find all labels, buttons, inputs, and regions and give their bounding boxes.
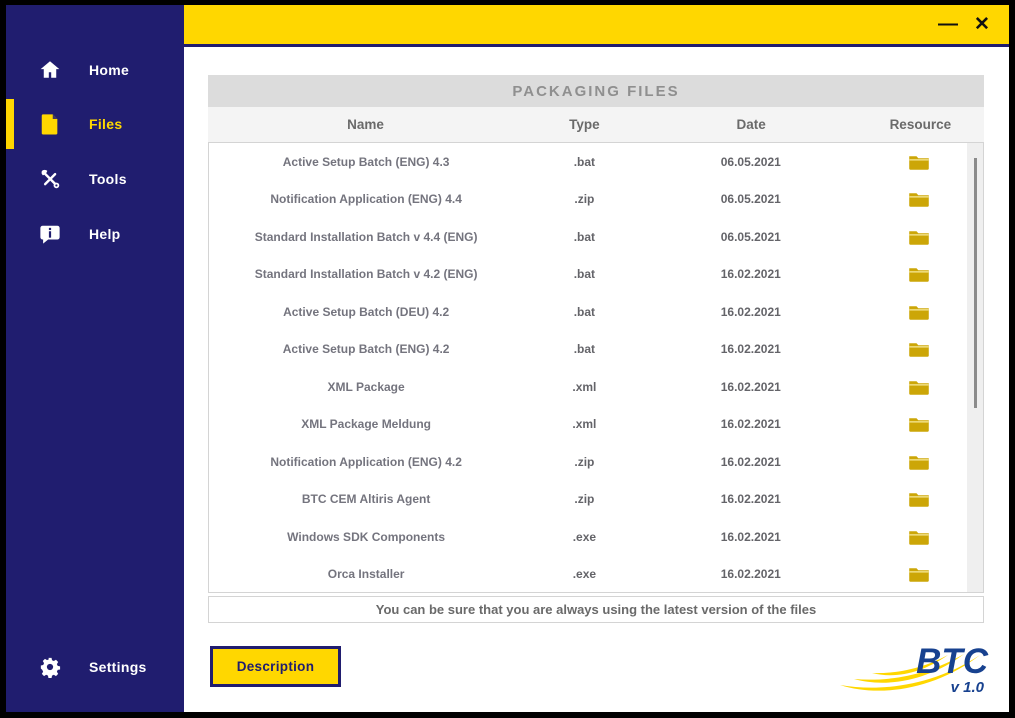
sidebar-item-label: Home	[89, 62, 130, 78]
table-row[interactable]: Active Setup Batch (ENG) 4.3 .bat 06.05.…	[209, 143, 983, 181]
logo-version-text: v 1.0	[951, 679, 985, 696]
scrollbar[interactable]	[967, 143, 983, 592]
table-row[interactable]: BTC CEM Altiris Agent .zip 16.02.2021	[209, 481, 983, 519]
sidebar-item-tools[interactable]: Tools	[6, 157, 184, 201]
minimize-button[interactable]: —	[938, 13, 958, 35]
file-name: Notification Application (ENG) 4.2	[270, 454, 462, 469]
file-name: Active Setup Batch (ENG) 4.3	[282, 154, 450, 169]
file-name: Active Setup Batch (DEU) 4.2	[283, 304, 450, 319]
file-date: 16.02.2021	[720, 454, 781, 469]
sidebar-item-home[interactable]: Home	[6, 48, 184, 92]
file-name: XML Package	[327, 379, 405, 394]
sidebar-item-label: Help	[89, 226, 121, 242]
footer-note: You can be sure that you are always usin…	[208, 596, 984, 623]
sidebar-item-label: Tools	[89, 171, 127, 187]
gear-icon	[39, 656, 61, 678]
table-row[interactable]: Active Setup Batch (ENG) 4.2 .bat 16.02.…	[209, 331, 983, 369]
file-date: 06.05.2021	[720, 154, 781, 169]
file-name: Standard Installation Batch v 4.4 (ENG)	[254, 229, 478, 244]
folder-icon[interactable]	[908, 341, 930, 357]
panel-title: PACKAGING FILES	[208, 75, 984, 107]
packaging-files-panel: PACKAGING FILES Name Type Date Resource …	[208, 75, 984, 593]
scrollbar-thumb[interactable]	[974, 158, 977, 408]
file-date: 16.02.2021	[720, 304, 781, 319]
folder-icon[interactable]	[908, 191, 930, 207]
titlebar: — ✕	[184, 5, 1009, 44]
titlebar-divider	[184, 44, 1009, 47]
sidebar: Home Files Tools	[6, 5, 184, 712]
folder-icon[interactable]	[908, 154, 930, 170]
folder-icon[interactable]	[908, 266, 930, 282]
file-date: 16.02.2021	[720, 492, 781, 507]
sidebar-item-files[interactable]: Files	[6, 102, 184, 146]
file-date: 16.02.2021	[720, 267, 781, 282]
file-name: Orca Installer	[327, 567, 405, 582]
file-type: .zip	[574, 492, 595, 507]
folder-icon[interactable]	[908, 454, 930, 470]
folder-icon[interactable]	[908, 416, 930, 432]
column-header-type: Type	[569, 117, 600, 132]
table-row[interactable]: Notification Application (ENG) 4.4 .zip …	[209, 181, 983, 219]
btc-logo: BTC v 1.0	[836, 637, 996, 701]
column-header-resource: Resource	[889, 117, 952, 132]
table-body: Active Setup Batch (ENG) 4.3 .bat 06.05.…	[208, 142, 984, 593]
folder-icon[interactable]	[908, 566, 930, 582]
tools-icon	[39, 168, 61, 190]
folder-icon[interactable]	[908, 379, 930, 395]
file-icon	[39, 113, 61, 135]
file-date: 16.02.2021	[720, 567, 781, 582]
sidebar-item-settings[interactable]: Settings	[6, 645, 184, 689]
file-name: Active Setup Batch (ENG) 4.2	[282, 342, 450, 357]
sidebar-item-help[interactable]: Help	[6, 212, 184, 256]
home-icon	[39, 59, 61, 81]
file-date: 16.02.2021	[720, 342, 781, 357]
column-header-name: Name	[347, 117, 384, 132]
file-type: .xml	[572, 417, 597, 432]
file-type: .zip	[574, 454, 595, 469]
file-type: .zip	[574, 192, 595, 207]
table-header: Name Type Date Resource	[208, 107, 984, 142]
table-row[interactable]: Active Setup Batch (DEU) 4.2 .bat 16.02.…	[209, 293, 983, 331]
table-row[interactable]: Standard Installation Batch v 4.4 (ENG) …	[209, 218, 983, 256]
sidebar-item-label: Settings	[89, 659, 147, 675]
table-row[interactable]: Standard Installation Batch v 4.2 (ENG) …	[209, 256, 983, 294]
file-name: Notification Application (ENG) 4.4	[270, 192, 462, 207]
description-button[interactable]: Description	[210, 646, 341, 687]
folder-icon[interactable]	[908, 304, 930, 320]
file-type: .bat	[573, 267, 596, 282]
table-row[interactable]: Notification Application (ENG) 4.2 .zip …	[209, 443, 983, 481]
file-name: Windows SDK Components	[287, 529, 446, 544]
table-row[interactable]: XML Package .xml 16.02.2021	[209, 368, 983, 406]
file-name: Standard Installation Batch v 4.2 (ENG)	[254, 267, 478, 282]
file-type: .bat	[573, 304, 596, 319]
folder-icon[interactable]	[908, 491, 930, 507]
folder-icon[interactable]	[908, 529, 930, 545]
close-button[interactable]: ✕	[974, 14, 990, 35]
column-header-date: Date	[736, 117, 766, 132]
table-row[interactable]: XML Package Meldung .xml 16.02.2021	[209, 406, 983, 444]
file-name: XML Package Meldung	[301, 417, 432, 432]
file-type: .bat	[573, 154, 596, 169]
sidebar-item-label: Files	[89, 116, 123, 132]
logo-brand-text: BTC	[916, 642, 989, 681]
folder-icon[interactable]	[908, 229, 930, 245]
table-row[interactable]: Orca Installer .exe 16.02.2021	[209, 556, 983, 593]
file-type: .xml	[572, 379, 597, 394]
file-date: 06.05.2021	[720, 229, 781, 244]
file-type: .bat	[573, 342, 596, 357]
active-item-indicator	[6, 99, 14, 149]
file-date: 16.02.2021	[720, 417, 781, 432]
main-content: PACKAGING FILES Name Type Date Resource …	[184, 47, 1009, 712]
help-icon	[39, 223, 61, 245]
file-type: .exe	[572, 529, 597, 544]
file-date: 16.02.2021	[720, 529, 781, 544]
file-name: BTC CEM Altiris Agent	[301, 492, 431, 507]
file-date: 06.05.2021	[720, 192, 781, 207]
file-type: .bat	[573, 229, 596, 244]
table-row[interactable]: Windows SDK Components .exe 16.02.2021	[209, 518, 983, 556]
file-date: 16.02.2021	[720, 379, 781, 394]
file-type: .exe	[572, 567, 597, 582]
